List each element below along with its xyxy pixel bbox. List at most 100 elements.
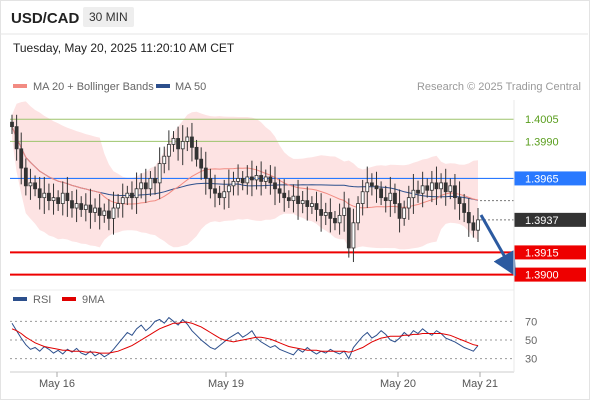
candle-body <box>425 185 430 191</box>
candle-body <box>402 207 407 219</box>
candle-body <box>56 197 61 204</box>
candle-body <box>166 143 171 157</box>
forecast-arrow <box>479 214 516 277</box>
candle-body <box>222 191 227 199</box>
candle-body <box>471 222 476 231</box>
candle-body <box>457 197 462 204</box>
candle-body <box>74 203 79 209</box>
candle-body <box>296 195 300 204</box>
candle-body <box>443 182 448 193</box>
candle-body <box>420 185 425 194</box>
candle-body <box>10 121 14 128</box>
legend-swatch-ma50 <box>156 84 170 88</box>
candle-body <box>259 175 264 182</box>
candle-body <box>28 182 33 187</box>
candle-body <box>291 195 296 202</box>
candle-body <box>23 167 28 187</box>
candle-body <box>208 178 213 190</box>
candle-body <box>106 210 111 219</box>
candle-body <box>310 203 314 207</box>
candle-body <box>453 185 457 199</box>
candle-body <box>134 188 139 199</box>
credit-text: Research © 2025 Trading Central <box>417 81 581 93</box>
candle-body <box>337 215 342 224</box>
candle-body <box>333 217 337 224</box>
x-tick-label: May 20 <box>380 378 416 390</box>
legend-swatch-rsi <box>13 297 27 301</box>
candle-body <box>37 188 42 199</box>
level-label-1.4005: 1.4005 <box>525 114 559 126</box>
rsi-tick-30: 30 <box>525 354 537 366</box>
candle-body <box>213 188 217 194</box>
candle-body <box>176 138 180 150</box>
candle-body <box>153 178 157 184</box>
x-tick-label: May 21 <box>462 378 498 390</box>
rsi-tick-70: 70 <box>525 316 537 328</box>
candle-body <box>319 209 324 216</box>
candle-body <box>277 188 282 194</box>
candle-body <box>434 182 439 190</box>
candle-body <box>388 192 393 202</box>
candle-body <box>305 200 310 207</box>
legend: MA 20 + Bollinger Bands MA 50 <box>13 81 206 93</box>
level-tag-1.3965 <box>514 171 586 186</box>
candle-body <box>411 189 416 199</box>
level-tag-1.3937 <box>514 212 586 227</box>
candle-body <box>185 136 190 142</box>
candle-body <box>143 182 148 190</box>
candle-body <box>79 203 84 210</box>
candle-body <box>476 219 480 231</box>
candle-body <box>236 178 240 182</box>
x-axis-ticks: May 16 May 19 May 20 May 21 <box>39 372 498 390</box>
bollinger-band-fill <box>12 101 478 250</box>
candle-body <box>397 203 402 219</box>
level-label-1.3990: 1.3990 <box>525 136 559 148</box>
candle-body <box>314 203 319 210</box>
candle-body <box>365 182 370 193</box>
candlesticks <box>10 114 480 263</box>
candle-body <box>393 192 397 204</box>
candle-body <box>416 189 420 194</box>
candle-body <box>231 180 236 187</box>
candle-body <box>120 197 125 204</box>
level-tag-1.3900 <box>514 267 586 282</box>
candle-body <box>374 185 379 190</box>
candle-body <box>148 178 153 190</box>
candle-body <box>203 167 208 179</box>
legend-label-rsi: RSI <box>33 294 51 306</box>
candle-body <box>383 197 388 202</box>
candle-body <box>194 146 199 160</box>
candle-body <box>282 192 287 199</box>
candle-body <box>356 203 360 224</box>
candle-body <box>323 212 328 216</box>
candle-body <box>130 192 134 199</box>
timeframe-badge[interactable]: 30 MIN <box>83 7 134 27</box>
candle-body <box>439 182 443 190</box>
candle-body <box>47 192 51 202</box>
candle-body <box>351 222 356 249</box>
level-label-1.3915: 1.3915 <box>525 247 559 259</box>
candle-body <box>180 141 185 150</box>
candle-body <box>346 207 351 249</box>
candle-body <box>88 204 93 213</box>
chart-datetime: Tuesday, May 20, 2025 11:20:10 AM CET <box>13 41 235 55</box>
level-label-1.3937: 1.3937 <box>525 215 559 227</box>
candle-body <box>429 182 434 191</box>
candle-body <box>70 200 74 209</box>
candle-body <box>360 191 365 204</box>
candle-body <box>157 163 162 184</box>
candle-body <box>245 176 250 184</box>
candle-body <box>263 176 268 182</box>
candle-body <box>406 197 411 209</box>
legend-label-ma50: MA 50 <box>175 81 206 93</box>
candle-body <box>33 182 37 190</box>
x-tick-label: May 16 <box>39 378 75 390</box>
candle-body <box>97 207 102 216</box>
rsi-grid: 70 50 30 <box>10 316 537 366</box>
candle-body <box>190 136 194 148</box>
candle-body <box>254 175 259 181</box>
candle-body <box>102 210 107 216</box>
legend-swatch-9ma <box>62 297 76 301</box>
candle-body <box>217 192 222 199</box>
